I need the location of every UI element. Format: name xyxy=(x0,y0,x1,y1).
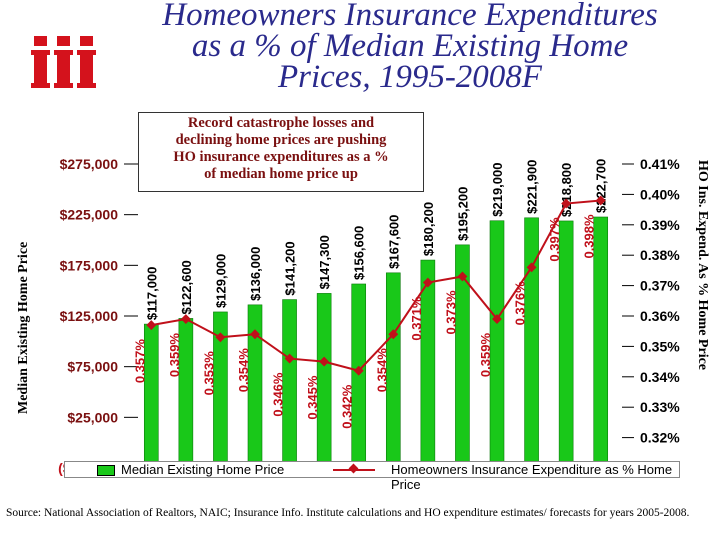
line-value-label: 0.397% xyxy=(547,217,562,262)
logo-dot xyxy=(57,36,70,46)
bar-value-label: $147,300 xyxy=(317,235,332,289)
right-tick-label: 0.41% xyxy=(640,156,680,172)
right-tick-label: 0.33% xyxy=(640,399,680,415)
callout-line-2: declining home prices are pushing xyxy=(175,132,387,148)
callout-line-3: HO insurance expenditures as a % xyxy=(173,149,389,165)
logo-stem xyxy=(34,50,47,88)
title-line-3: Prices, 1995-2008F xyxy=(278,59,542,95)
right-tick-label: 0.38% xyxy=(640,247,680,263)
line-value-label: 0.345% xyxy=(305,375,320,420)
source-note: Source: National Association of Realtors… xyxy=(6,507,690,519)
left-tick-label: $175,000 xyxy=(60,257,119,273)
left-tick-label: $125,000 xyxy=(60,308,119,324)
line-point xyxy=(561,198,572,209)
line-value-label: 0.398% xyxy=(582,214,597,259)
line-point xyxy=(353,365,364,376)
bar-value-label: $122,600 xyxy=(179,260,194,314)
line-point xyxy=(146,320,157,331)
logo-stem xyxy=(80,50,93,88)
line-value-label: 0.359% xyxy=(167,333,182,378)
left-tick-label: $225,000 xyxy=(60,207,119,223)
bar-value-label: $156,600 xyxy=(352,226,367,280)
line-value-label: 0.357% xyxy=(132,339,147,384)
legend-marker-swatch xyxy=(348,463,359,474)
legend-bar-swatch xyxy=(97,465,115,476)
bar-value-label: $195,200 xyxy=(455,187,470,241)
logo-serif xyxy=(31,83,50,88)
line-point xyxy=(180,314,191,324)
left-axis-label: Median Existing Home Price xyxy=(16,241,31,414)
line-point xyxy=(526,262,537,273)
logo-serif xyxy=(31,50,50,55)
line-value-label: 0.342% xyxy=(340,384,355,429)
legend: Median Existing Home Price Homeowners In… xyxy=(64,461,680,492)
callout-box: Record catastrophe losses and declining … xyxy=(138,112,424,192)
bar-value-label: $129,000 xyxy=(213,254,228,308)
bar xyxy=(351,283,367,469)
bar-value-label: $167,600 xyxy=(386,215,401,269)
title-line-2: as a % of Median Existing Home xyxy=(191,28,629,64)
logo-stem xyxy=(57,50,70,88)
legend-label-line: Homeowners Insurance Expenditure as % Ho… xyxy=(391,462,673,492)
right-tick-label: 0.37% xyxy=(640,278,680,294)
line-value-label: 0.359% xyxy=(478,333,493,378)
line-point xyxy=(422,277,433,288)
logo-dot xyxy=(80,36,93,46)
line-value-label: 0.354% xyxy=(236,348,251,393)
logo-serif xyxy=(77,83,96,88)
left-tick-label: $75,000 xyxy=(67,359,118,375)
line-point xyxy=(457,271,468,282)
bar xyxy=(524,217,539,469)
line-point xyxy=(284,353,295,364)
logo-serif xyxy=(54,83,73,88)
line-point xyxy=(492,314,502,324)
logo-serif xyxy=(54,50,73,55)
line-point xyxy=(388,329,399,340)
right-tick-label: 0.36% xyxy=(640,308,680,324)
line-point xyxy=(595,195,606,206)
bar-value-label: $219,000 xyxy=(490,163,505,217)
logo-serif xyxy=(77,50,96,55)
right-tick-label: 0.40% xyxy=(640,186,680,202)
line-value-label: 0.354% xyxy=(374,348,389,393)
line-series xyxy=(151,199,601,372)
bar-value-label: $180,200 xyxy=(421,202,436,256)
legend-label-bar: Median Existing Home Price xyxy=(121,462,285,477)
left-tick-label: $275,000 xyxy=(60,156,119,172)
bar-value-label: $136,000 xyxy=(248,247,263,301)
line-value-label: 0.353% xyxy=(201,351,216,396)
line-point xyxy=(250,329,260,340)
right-tick-label: 0.34% xyxy=(640,369,680,385)
left-tick-label: $25,000 xyxy=(67,409,118,425)
right-tick-label: 0.39% xyxy=(640,217,680,233)
logo-dot xyxy=(34,36,47,46)
title-line-1: Homeowners Insurance Expenditures xyxy=(162,0,658,33)
iii-logo xyxy=(31,36,96,88)
bar-value-label: $221,900 xyxy=(525,160,540,214)
callout-line-4: of median home price up xyxy=(204,166,358,182)
line-value-label: 0.373% xyxy=(443,290,458,335)
line-point xyxy=(319,356,330,367)
right-axis-label: HO Ins. Expend. As % Home Price xyxy=(695,160,710,371)
line-value-label: 0.346% xyxy=(271,372,286,417)
bar-value-label: $117,000 xyxy=(144,267,159,321)
chart-title: Homeowners Insurance Expenditures as a %… xyxy=(110,0,710,95)
bar-value-label: $218,800 xyxy=(559,163,574,217)
line-value-label: 0.376% xyxy=(513,281,528,326)
right-tick-label: 0.35% xyxy=(640,338,680,354)
line-value-label: 0.371% xyxy=(409,296,424,341)
right-tick-label: 0.32% xyxy=(640,430,680,446)
callout-line-1: Record catastrophe losses and xyxy=(187,115,375,131)
bar-value-label: $141,200 xyxy=(283,241,298,295)
line-point xyxy=(215,332,226,343)
